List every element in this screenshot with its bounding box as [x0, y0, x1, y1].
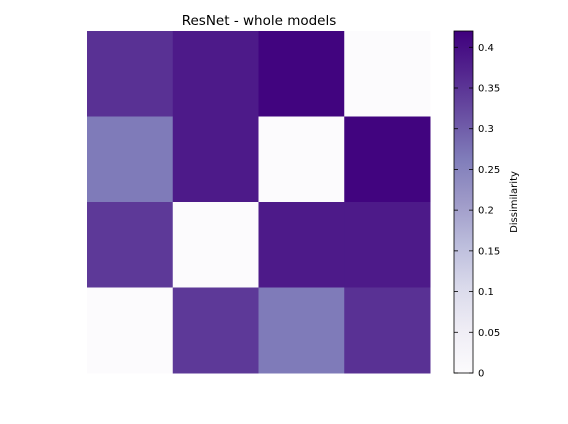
- colorbar-tick-label: 0: [478, 369, 484, 380]
- heatmap-cell-r3-c0: [87, 287, 174, 374]
- heatmap-cell-r0-c3: [344, 31, 431, 117]
- colorbar-tick-label: 0.25: [478, 165, 500, 176]
- colorbar-tick-label: 0.15: [478, 246, 500, 257]
- heatmap-cell-r0-c2: [258, 31, 345, 117]
- heatmap-cells: [87, 31, 431, 374]
- colorbar: [453, 30, 474, 374]
- heatmap-cell-r1-c3: [344, 116, 431, 203]
- colorbar-tick-label: 0.2: [478, 206, 494, 217]
- heatmap-cell-r0-c0: [87, 31, 174, 117]
- heatmap-cell-r0-c1: [172, 31, 259, 117]
- colorbar-tick-label: 0.35: [478, 84, 500, 95]
- colorbar-tick-label: 0.4: [478, 43, 494, 54]
- heatmap-cell-r2-c2: [258, 202, 345, 288]
- colorbar-label: Dissimilarity: [509, 171, 520, 233]
- chart-title: ResNet - whole models: [182, 13, 337, 29]
- colorbar-tick-label: 0.1: [478, 287, 494, 298]
- colorbar-ticks: 0 0.05 0.1 0.15 0.2 0.25 0.3 0.35 0.4: [454, 43, 500, 380]
- heatmap-cell-r3-c3: [344, 287, 431, 374]
- heatmap-cell-r2-c0: [87, 202, 174, 288]
- heatmap-cell-r1-c2: [258, 116, 345, 203]
- heatmap-cell-r3-c2: [258, 287, 345, 374]
- colorbar-tick-label: 0.3: [478, 124, 494, 135]
- heatmap-cell-r2-c3: [344, 202, 431, 288]
- colorbar-tick-label: 0.05: [478, 328, 500, 339]
- heatmap-cell-r3-c1: [172, 287, 259, 374]
- heatmap-cell-r1-c1: [172, 116, 259, 203]
- heatmap-cell-r1-c0: [87, 116, 174, 203]
- heatmap-cell-r2-c1: [172, 202, 259, 288]
